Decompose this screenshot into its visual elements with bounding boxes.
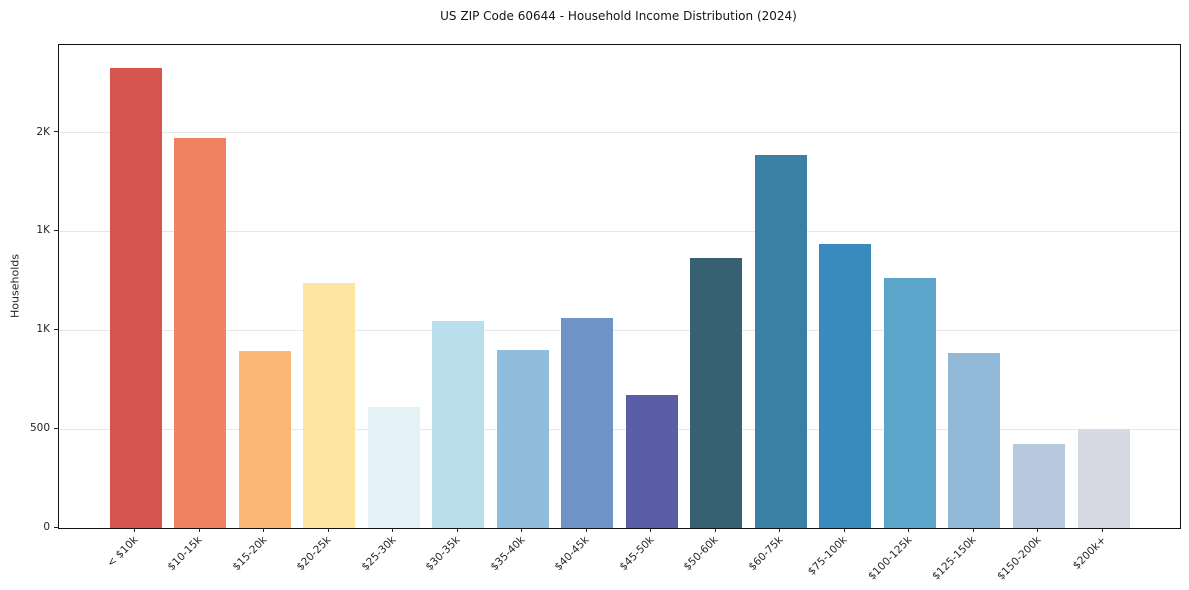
x-tick-mark xyxy=(714,528,716,532)
bar-$10-15k xyxy=(174,137,227,528)
bar-$45-50k xyxy=(625,394,678,528)
x-tick-label: $15-20k xyxy=(229,534,270,574)
x-tick-label: $100-125k xyxy=(865,534,915,583)
bar-$200k+ xyxy=(1077,428,1130,528)
bar-$125-150k xyxy=(948,353,1001,528)
x-tick-mark xyxy=(908,528,910,532)
x-tick-mark xyxy=(1037,528,1039,532)
x-tick-label: $50-60k xyxy=(681,534,721,574)
x-tick-mark xyxy=(134,528,135,532)
x-tick-label: $25-30k xyxy=(359,534,399,574)
bar-$100-125k xyxy=(883,277,936,528)
bar-$75-100k xyxy=(819,244,872,528)
x-tick-label: $40-45k xyxy=(552,534,592,574)
y-tick-mark xyxy=(54,427,58,429)
y-tick-label: 1K xyxy=(36,323,50,336)
y-tick-label: 2K xyxy=(36,125,50,138)
x-tick-mark xyxy=(585,528,587,532)
bar-< $10k xyxy=(109,67,162,528)
bar-$20-25k xyxy=(303,283,356,528)
y-axis-label: Households xyxy=(8,254,22,318)
y-tick-label: 0 xyxy=(43,521,50,533)
x-tick-label: $150-200k xyxy=(994,534,1044,583)
x-tick-label: $125-150k xyxy=(930,534,979,583)
gridline xyxy=(59,230,1180,232)
gridline xyxy=(59,329,1180,331)
x-tick-mark xyxy=(327,528,329,532)
bar-$50-60k xyxy=(690,258,743,528)
x-tick-label: $75-100k xyxy=(806,534,850,578)
x-tick-label: $45-50k xyxy=(617,534,657,574)
x-tick-mark xyxy=(779,528,781,532)
y-tick-mark xyxy=(54,229,58,231)
bar-$150-200k xyxy=(1012,444,1065,528)
x-tick-mark xyxy=(263,528,265,532)
x-tick-mark xyxy=(843,528,845,532)
bar-$25-30k xyxy=(367,407,420,528)
x-tick-label: $10-15k xyxy=(165,534,205,574)
y-tick-mark xyxy=(54,328,58,330)
chart-title: US ZIP Code 60644 - Household Income Dis… xyxy=(440,9,797,23)
gridline xyxy=(59,132,1180,134)
x-tick-label: $60-75k xyxy=(746,534,786,574)
x-tick-mark xyxy=(1102,528,1103,532)
x-tick-mark xyxy=(650,528,652,532)
bar-$30-35k xyxy=(432,320,485,528)
x-tick-label: $20-25k xyxy=(294,534,334,574)
x-tick-mark xyxy=(521,528,523,532)
x-tick-label: $30-35k xyxy=(423,534,463,574)
x-tick-mark xyxy=(392,528,394,532)
x-tick-label: $35-40k xyxy=(488,534,528,574)
x-tick-mark xyxy=(198,528,200,532)
gridline xyxy=(59,428,1180,430)
plot-area xyxy=(58,44,1181,529)
bar-$15-20k xyxy=(238,351,291,528)
bar-$60-75k xyxy=(754,155,807,528)
x-tick-label: $200k+ xyxy=(1070,534,1108,572)
bar-$40-45k xyxy=(561,318,614,528)
x-tick-mark xyxy=(972,528,974,532)
y-tick-label: 500 xyxy=(29,422,50,435)
y-tick-mark xyxy=(54,526,58,528)
bar-$35-40k xyxy=(496,350,549,528)
x-tick-mark xyxy=(456,528,458,532)
y-tick-mark xyxy=(54,131,58,133)
y-tick-label: 1K xyxy=(36,224,50,237)
x-tick-label: < $10k xyxy=(104,534,140,570)
